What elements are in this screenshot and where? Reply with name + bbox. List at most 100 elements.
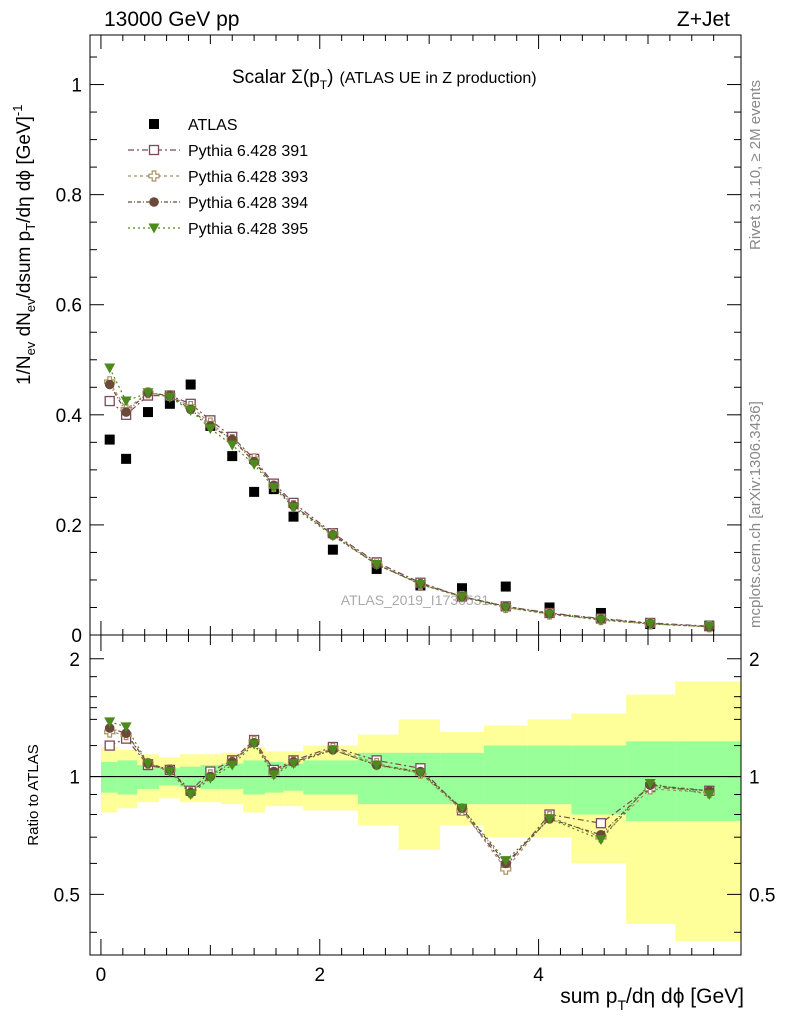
main-ytick-label-1: 0.2 [56, 516, 82, 537]
main-point-s4-11 [371, 560, 383, 571]
main-point-s4-18 [703, 622, 715, 633]
mcplots-label: mcplots.cern.ch [arXiv:1306.3436] [747, 401, 764, 628]
legend-label-3: Pythia 6.428 394 [188, 195, 308, 212]
rivet-label: Rivet 3.1.10, ≥ 2M events [747, 80, 764, 250]
legend-marker-4 [148, 223, 160, 234]
legend-marker-0 [149, 119, 159, 129]
ratio-band-inner-13 [440, 752, 484, 805]
main-ytick-label-3: 0.6 [56, 296, 82, 317]
main-point-s0-4 [185, 379, 196, 390]
ratio-point-s3-8 [268, 770, 280, 781]
ratio-band-inner-0 [100, 761, 118, 793]
main-point-s0-2 [142, 407, 153, 418]
main-point-s0-9 [288, 511, 299, 522]
ratio-point-s3-12 [414, 768, 426, 779]
main-point-s0-14 [500, 581, 511, 592]
legend-label-2: Pythia 6.428 393 [188, 169, 308, 186]
ratio-ytick-label-0: 0.5 [54, 885, 80, 906]
ratio-point-s0-16 [595, 818, 607, 829]
legend-label-1: Pythia 6.428 391 [188, 143, 308, 160]
main-point-s3-1 [121, 407, 131, 417]
watermark: ATLAS_2019_I1736531 [341, 592, 490, 608]
ratio-point-s3-9 [288, 758, 300, 769]
ratio-point-s3-5 [204, 773, 216, 784]
main-point-s1-0 [104, 395, 115, 407]
x-axis-label-sub: T [617, 997, 626, 1013]
xtick-label-1: 2 [314, 965, 325, 986]
main-point-s3-0 [104, 379, 115, 390]
main-ytick-label-5: 1 [71, 76, 82, 97]
x-axis-label-suffix: /dη dϕ [GeV] [626, 985, 744, 1008]
ratio-band-inner-10 [303, 760, 359, 795]
ratio-point-s3-6 [226, 760, 238, 771]
main-point-s4-1 [120, 396, 132, 407]
ratio-band-inner-7 [243, 760, 266, 795]
ratio-point-s3-18 [703, 789, 715, 800]
legend-marker-2 [148, 170, 160, 182]
main-point-s4-9 [288, 502, 300, 513]
ratio-band-inner-18 [675, 741, 741, 821]
main-point-s4-10 [327, 531, 339, 542]
chart-title-close: ) [327, 67, 333, 88]
main-point-s0-7 [249, 486, 260, 497]
ratio-ytick-label-right-2: 2 [749, 650, 760, 671]
xtick-label-0: 0 [96, 965, 107, 986]
main-point-s4-16 [595, 615, 607, 626]
main-ytick-label-0: 0 [71, 626, 82, 647]
main-point-s4-8 [268, 482, 280, 493]
ratio-point-s3-17 [644, 779, 656, 790]
main-point-s4-15 [544, 609, 556, 620]
ratio-point-s3-4 [185, 789, 197, 800]
legend-marker-1 [148, 144, 160, 156]
ratio-point-s3-2 [142, 758, 154, 769]
main-point-s4-6 [226, 440, 238, 451]
x-axis-label: sum pT/dη dϕ [GeV] [560, 985, 744, 1013]
ratio-panel: 0.5 0.5 1 1 2 2 0 2 4 Ratio to ATLAS sum pT/dη d… [25, 634, 775, 1013]
main-point-s0-16 [595, 607, 606, 618]
main-point-s0-0 [104, 434, 115, 445]
main-panel: ATLAS_2019_I1736531 0 0.2 0.4 0.6 0.8 1 Scala… [10, 34, 742, 647]
ratio-point-s3-1 [120, 722, 132, 733]
ratio-plot-frame [89, 634, 742, 956]
ratio-y-axis-label: Ratio to ATLAS [25, 744, 42, 845]
chart-title-sub: T [320, 78, 328, 92]
main-point-s0-15 [544, 602, 555, 613]
main-point-s4-12 [414, 579, 426, 590]
chart-title: Scalar Σ(pT) (ATLAS UE in Z production) [232, 67, 537, 92]
main-series-line-4 [109, 367, 710, 628]
ratio-ytick-label-right-1: 1 [749, 768, 760, 789]
main-point-s4-3 [164, 392, 176, 403]
legend-label-4: Pythia 6.428 395 [188, 221, 308, 238]
legend-label-0: ATLAS [188, 117, 238, 134]
main-y-axis-label: 1/Nev dNev/dsum pT/dη dϕ [GeV]-1 [10, 105, 38, 386]
ratio-ytick-label-1: 1 [69, 768, 80, 789]
main-point-s0-1 [121, 453, 132, 464]
main-point-s0-10 [327, 544, 338, 555]
ratio-band-inner-15 [527, 745, 572, 805]
ratio-point-s2-0 [104, 723, 115, 733]
ratio-band-inner-1 [117, 760, 138, 795]
main-point-s4-2 [142, 388, 154, 399]
main-point-s4-4 [185, 405, 197, 416]
ratio-point-s3-0 [104, 717, 116, 728]
ratio-point-s3-15 [544, 814, 556, 825]
main-point-s4-5 [204, 424, 216, 435]
legend-marker-3 [149, 197, 159, 207]
ratio-band-inner-16 [571, 745, 627, 815]
ratio-point-s3-13 [456, 803, 468, 814]
ratio-band-inner-14 [483, 745, 528, 805]
main-point-s4-13 [456, 592, 468, 603]
ratio-ytick-label-right-0: 0.5 [749, 885, 775, 906]
ratio-point-s3-16 [595, 835, 607, 846]
main-series-line-2 [109, 381, 710, 628]
main-point-s4-17 [644, 619, 656, 630]
ratio-point-s3-10 [327, 745, 339, 756]
chart-title-suffix: (ATLAS UE in Z production) [339, 70, 536, 87]
main-point-s0-3 [164, 398, 175, 409]
ratio-ytick-label-2: 2 [69, 650, 80, 671]
chart-title-main: Scalar Σ(p [232, 67, 320, 88]
ratio-point-s3-14 [500, 856, 512, 867]
xtick-label-2: 4 [533, 965, 544, 986]
main-point-s0-13 [457, 583, 467, 594]
